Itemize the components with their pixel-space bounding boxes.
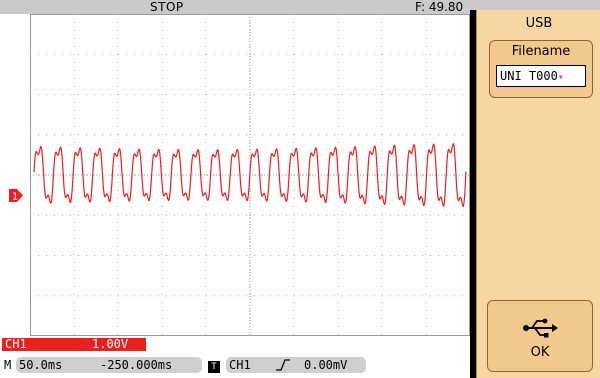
filename-button[interactable]: Filename UNI T000▾: [489, 40, 593, 98]
filename-value: UNI T000: [500, 69, 558, 83]
rising-edge-icon: [276, 359, 290, 371]
menu-divider: [470, 10, 476, 378]
ch1-scale-badge[interactable]: CH1 1.00V: [2, 338, 146, 351]
trigger-source: CH1: [229, 358, 251, 372]
info-bar: M 50.0ms -250.000ms T CH1 0.00mV: [0, 357, 470, 375]
menu-title: USB: [525, 16, 553, 31]
trigger-badge: T: [208, 361, 220, 373]
time-per-div: 50.0ms: [19, 358, 63, 372]
ch1-ground-marker[interactable]: 1: [9, 189, 23, 202]
trigger-readout[interactable]: CH1 0.00mV: [226, 357, 366, 373]
usb-icon: [523, 318, 558, 338]
filename-field[interactable]: UNI T000▾: [496, 65, 586, 87]
cursor-caret-icon: ▾: [557, 72, 564, 83]
timebase-prefix: M: [4, 358, 12, 372]
status-bar: STOP F: 49.80: [0, 0, 600, 14]
ch1-label: CH1: [5, 337, 27, 351]
horizontal-position: -250.000ms: [100, 358, 173, 372]
waveform-graticule: [30, 14, 470, 336]
ch1-waveform: [33, 142, 467, 208]
frequency-readout: F: 49.80: [415, 0, 464, 14]
trigger-badge-wrap: T: [208, 357, 220, 373]
ch1-volts-per-div: 1.00V: [92, 337, 129, 351]
filename-button-label: Filename: [511, 44, 571, 59]
timebase-readout[interactable]: 50.0ms -250.000ms: [16, 357, 202, 373]
ch1-marker-label: 1: [12, 192, 18, 203]
waveform-display: [30, 14, 470, 336]
side-menu: USB Filename UNI T000▾ OK: [476, 10, 600, 378]
trigger-level: 0.00mV: [304, 358, 348, 372]
run-state: STOP: [150, 0, 184, 14]
ok-button[interactable]: OK: [487, 300, 593, 372]
ok-button-label: OK: [530, 345, 550, 360]
